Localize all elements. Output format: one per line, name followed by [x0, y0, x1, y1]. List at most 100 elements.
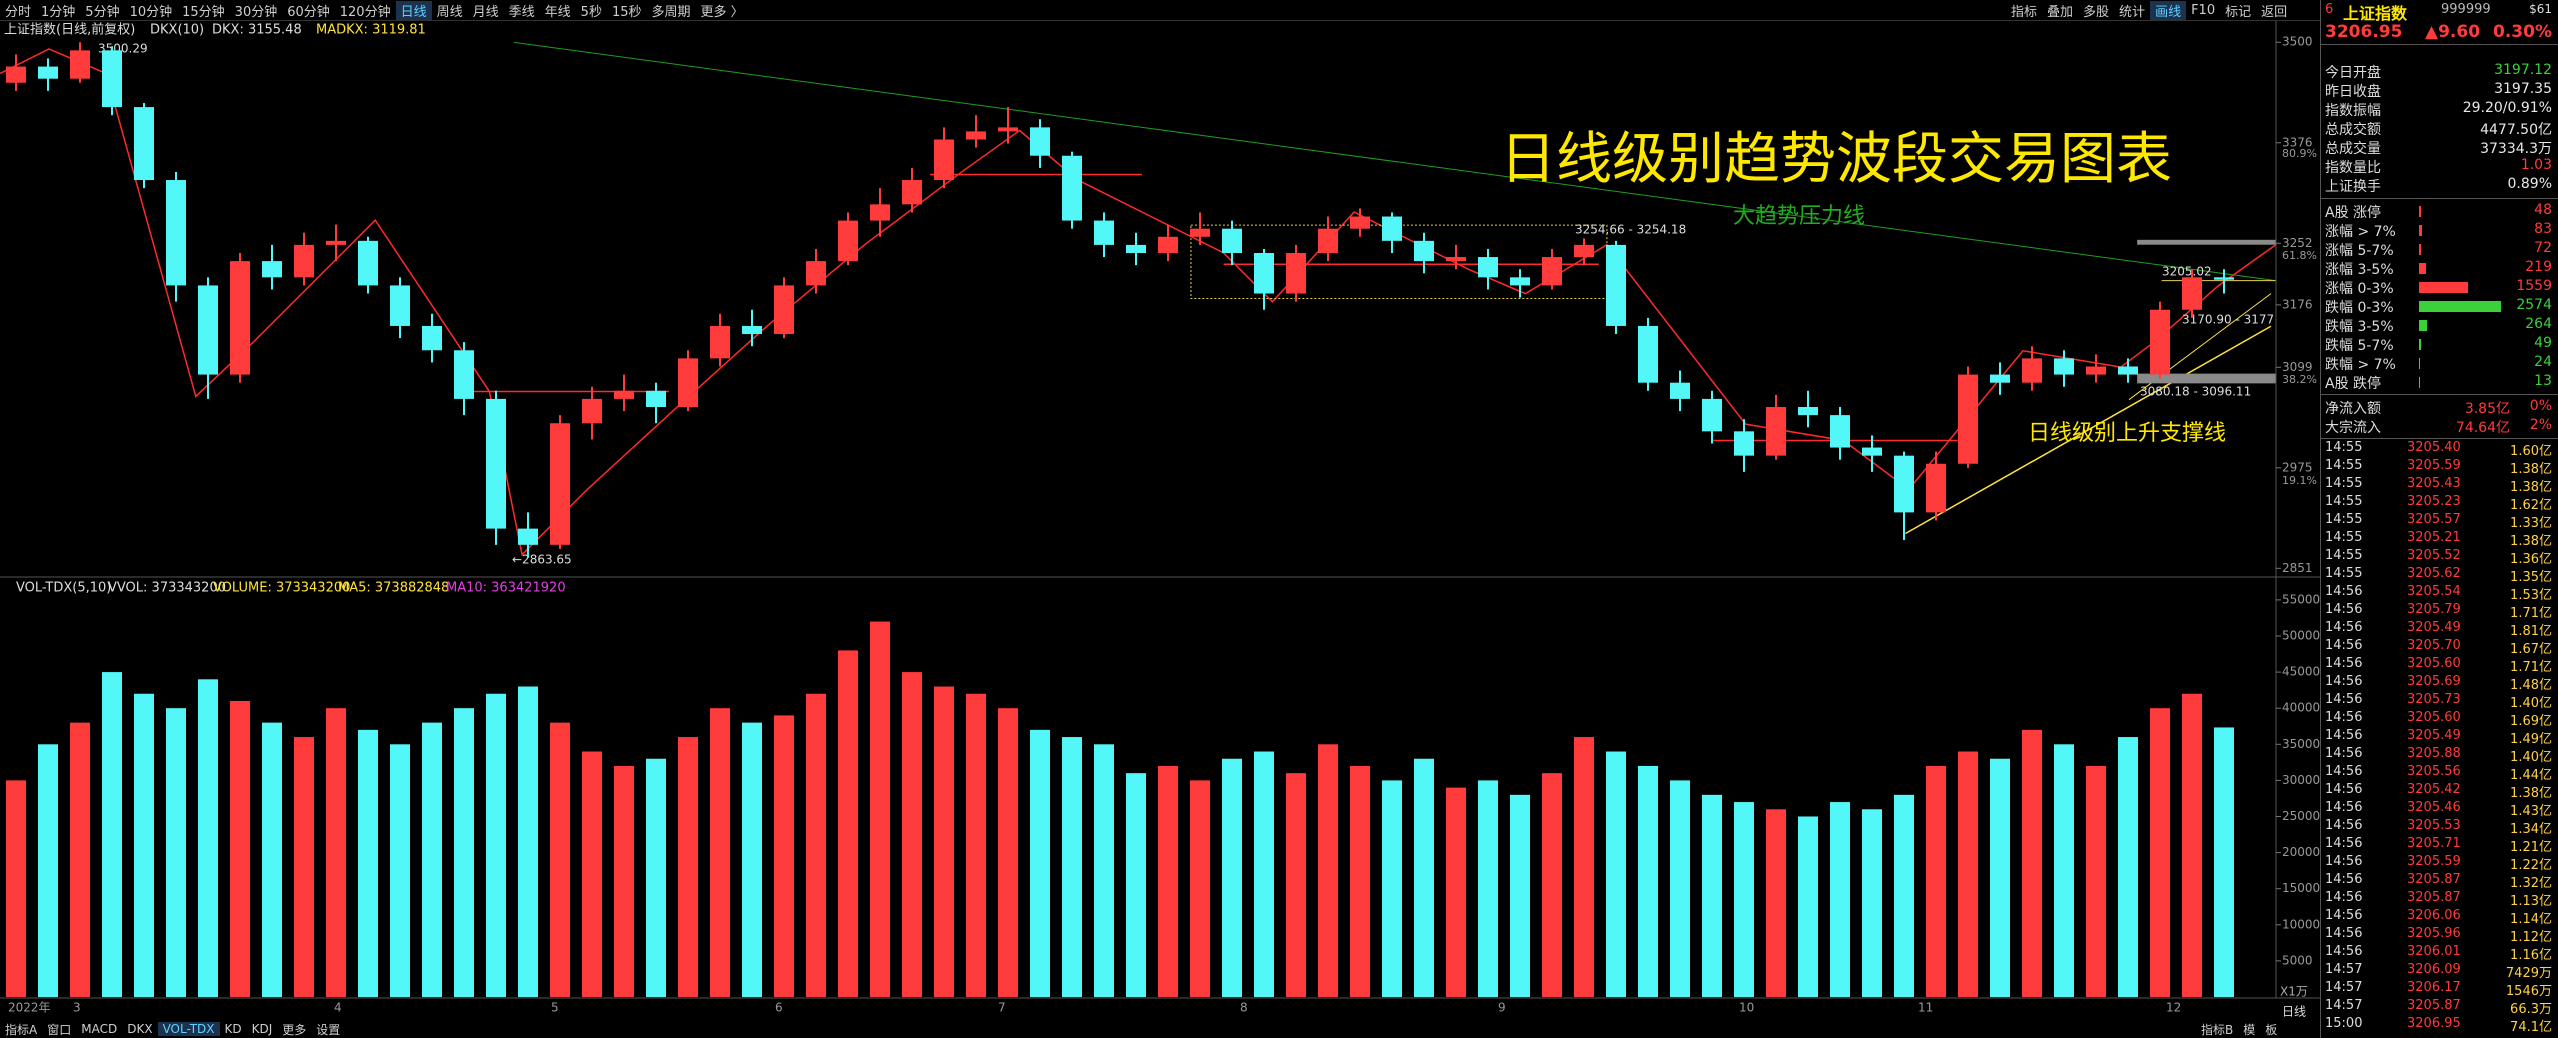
- indicator-tab[interactable]: DKX: [127, 1022, 153, 1036]
- tick-price: 3205.21: [2407, 530, 2461, 545]
- period-tab[interactable]: 60分钟: [287, 4, 330, 20]
- tick-time: 14:56: [2325, 944, 2363, 959]
- period-tab[interactable]: 年线: [544, 4, 571, 20]
- tool-button[interactable]: 叠加: [2047, 4, 2074, 20]
- candle-body: [742, 325, 762, 335]
- period-tab[interactable]: 30分钟: [234, 4, 278, 20]
- candle-body: [1606, 244, 1626, 326]
- volume-bar: [710, 708, 730, 997]
- y-tick-label: 3176: [2282, 297, 2313, 311]
- indicator-tab[interactable]: 设置: [316, 1022, 341, 1037]
- period-tab[interactable]: 5分钟: [85, 4, 120, 20]
- candle-body: [326, 240, 346, 245]
- indicator-tab[interactable]: 板: [2265, 1022, 2278, 1037]
- period-tab[interactable]: 120分钟: [339, 4, 391, 20]
- candle-body: [2214, 277, 2234, 280]
- indicator-tab[interactable]: 窗口: [47, 1022, 72, 1037]
- volume-bar: [2214, 727, 2234, 997]
- candle-body: [1542, 257, 1562, 286]
- candle-body: [966, 131, 986, 140]
- indicator-tab[interactable]: MACD: [81, 1022, 118, 1036]
- tick-time: 14:55: [2325, 548, 2363, 563]
- breadth-bar: [2419, 206, 2421, 217]
- period-tab[interactable]: 季线: [508, 4, 535, 20]
- y-tick-label: 45000: [2282, 665, 2320, 679]
- tick-price: 3205.59: [2407, 854, 2461, 869]
- tick-price: 3205.60: [2407, 656, 2461, 671]
- volume-bar: [1158, 765, 1178, 997]
- candle-body: [166, 180, 186, 286]
- candle-body: [1638, 325, 1658, 383]
- tool-button[interactable]: 多股: [2083, 4, 2110, 20]
- tick-price: 3205.52: [2407, 548, 2461, 563]
- tick-price: 3205.59: [2407, 458, 2461, 473]
- x-tick-label: 5: [551, 1001, 559, 1015]
- candle-body: [1702, 398, 1722, 432]
- tool-button[interactable]: F10: [2191, 2, 2216, 18]
- candle-body: [1574, 244, 1594, 258]
- volume-bar: [1798, 816, 1818, 997]
- tool-button[interactable]: 指标: [2011, 4, 2038, 20]
- tick-volume: 1.40亿: [2510, 696, 2552, 711]
- indicator-tab[interactable]: 模: [2243, 1022, 2256, 1037]
- fib-label: 38.2%: [2282, 373, 2317, 386]
- y-tick-label: 20000: [2282, 845, 2320, 859]
- period-tab[interactable]: 多周期: [651, 4, 691, 20]
- tick-time: 14:55: [2325, 476, 2363, 491]
- candle-body: [614, 390, 634, 399]
- indicator-tab[interactable]: 指标A: [5, 1022, 38, 1037]
- x-tick-label: 9: [1498, 1001, 1506, 1015]
- candle-body: [838, 220, 858, 262]
- bottom-tabs-right: 指标B 模板: [2196, 1019, 2282, 1038]
- tool-button[interactable]: 返回: [2261, 4, 2288, 20]
- period-tab[interactable]: 月线: [472, 4, 499, 20]
- tool-button[interactable]: 统计: [2119, 4, 2146, 20]
- breadth-bar: [2419, 263, 2426, 274]
- breadth-count: 49: [2534, 335, 2552, 351]
- candle-body: [1958, 374, 1978, 464]
- tick-time: 14:56: [2325, 782, 2363, 797]
- tick-time: 14:56: [2325, 638, 2363, 653]
- tick-time: 14:56: [2325, 890, 2363, 905]
- volume-bar: [166, 708, 186, 997]
- volume-bar: [998, 708, 1018, 997]
- indicator-tab[interactable]: 更多: [282, 1022, 307, 1037]
- tick-time: 14:56: [2325, 674, 2363, 689]
- volume-bar: [1446, 787, 1466, 997]
- period-tab[interactable]: 日线: [395, 0, 432, 20]
- period-tab[interactable]: 15秒: [611, 4, 642, 20]
- x-tick-label: 6: [775, 1001, 783, 1015]
- breadth-label: 跌幅 > 7%: [2325, 357, 2396, 373]
- indicator-tab[interactable]: 指标B: [2201, 1022, 2234, 1037]
- period-tab[interactable]: 1分钟: [41, 4, 76, 20]
- period-tab[interactable]: 10分钟: [129, 4, 173, 20]
- indicator-tab[interactable]: KDJ: [251, 1022, 273, 1036]
- tick-volume: 1.40亿: [2510, 750, 2552, 765]
- tick-price: 3205.96: [2407, 926, 2461, 941]
- period-tab[interactable]: 更多 〉: [700, 4, 744, 20]
- tick-price: 3206.95: [2407, 1016, 2461, 1031]
- candle-body: [1254, 253, 1274, 294]
- tick-time: 14:56: [2325, 926, 2363, 941]
- volume-bar: [230, 700, 250, 997]
- tick-volume: 1.71亿: [2510, 660, 2552, 675]
- header-extra: $61: [2529, 2, 2552, 16]
- y-tick-label: 3099: [2282, 360, 2313, 374]
- candle-body: [518, 528, 538, 545]
- period-tab[interactable]: 分时: [5, 4, 32, 20]
- period-tab[interactable]: 15分钟: [182, 4, 225, 20]
- period-tab[interactable]: 5秒: [580, 4, 602, 20]
- indicator-tab[interactable]: KD: [224, 1022, 242, 1036]
- breadth-count: 13: [2534, 373, 2552, 389]
- index-name: 上证指数: [2343, 4, 2408, 23]
- breadth-label: 跌幅 3-5%: [2325, 319, 2394, 335]
- tool-button[interactable]: 画线: [2150, 0, 2187, 20]
- candle-body: [1734, 431, 1754, 456]
- tool-button[interactable]: 标记: [2225, 4, 2252, 20]
- tick-volume: 1.38亿: [2510, 534, 2552, 549]
- unit-label: X1万: [2280, 985, 2308, 999]
- volume-bar: [1830, 802, 1850, 997]
- period-tab[interactable]: 周线: [436, 4, 463, 20]
- tick-price: 3205.57: [2407, 512, 2461, 527]
- indicator-tab[interactable]: VOL-TDX: [157, 1022, 220, 1036]
